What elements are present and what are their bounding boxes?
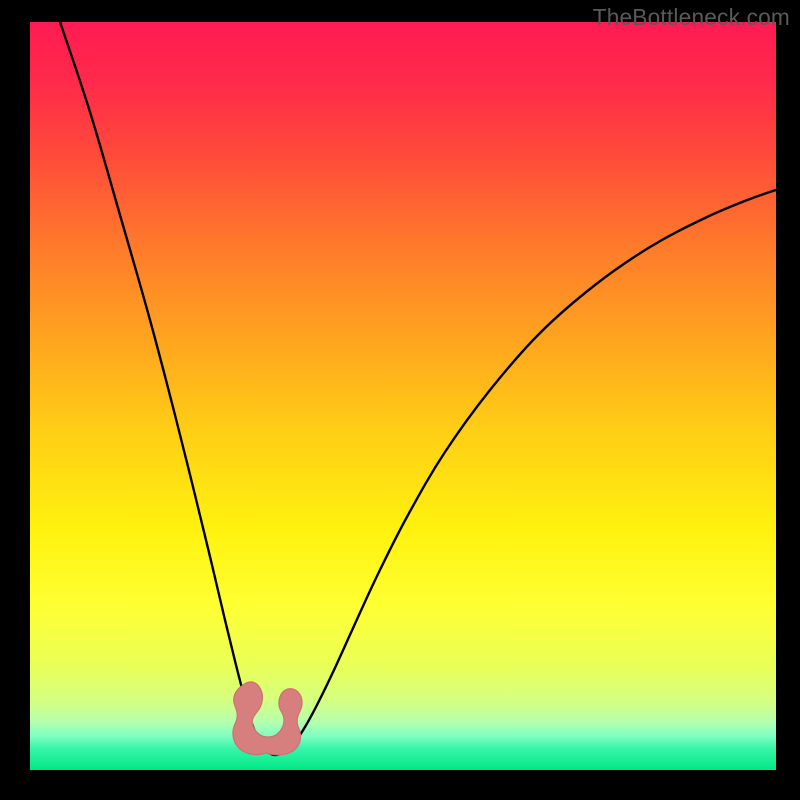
chart-canvas [0,0,800,800]
plot-background [30,22,776,770]
watermark-text: TheBottleneck.com [593,4,790,31]
